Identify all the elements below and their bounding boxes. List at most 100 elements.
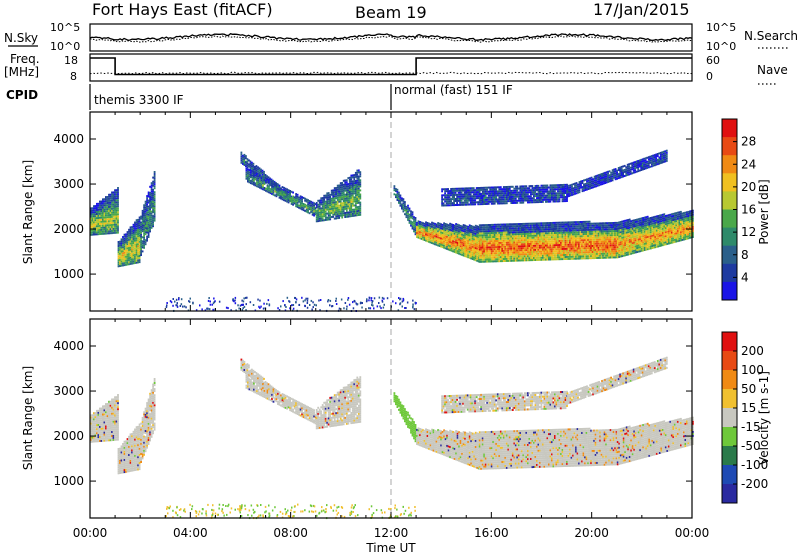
heatmap-cell [138,236,141,239]
heatmap-cell [431,231,433,234]
heatmap-cell [268,179,270,182]
heatmap-cell [348,197,351,200]
heatmap-cell [268,185,270,188]
heatmap-cell [537,242,540,245]
heatmap-cell [467,252,470,255]
heatmap-cell [569,221,571,224]
heatmap-cell [523,226,526,229]
heatmap-cell [269,192,272,195]
heatmap-cell [115,201,118,204]
heatmap-cell [530,257,532,260]
heatmap-cell [91,229,94,232]
heatmap-cell [119,260,121,263]
heatmap-cell [96,221,98,224]
heatmap-cell [342,196,345,198]
heatmap-cell [545,234,547,237]
heatmap-cell [516,259,519,262]
heatmap-cell [132,231,135,234]
heatmap-cell [443,242,445,245]
heatmap-cell [125,243,127,246]
heatmap-cell [447,238,450,241]
heatmap-cell [455,225,457,228]
heatmap-cell [557,256,559,259]
heatmap-cell [138,230,141,233]
heatmap-cell [266,175,268,178]
heatmap-cell [455,227,457,230]
heatmap-cell [520,239,523,242]
heatmap-cell [339,202,342,205]
heatmap-cell [402,204,405,207]
heatmap-cell [492,250,495,253]
heatmap-cell [344,197,347,200]
heatmap-cell [566,255,568,258]
heatmap-cell [350,192,353,195]
heatmap-cell [578,239,580,242]
heatmap-cell [493,252,496,255]
freq-label-2: [MHz] [4,65,39,79]
heatmap-cell [251,161,253,164]
heatmap-cell [147,219,150,222]
heatmap-cell [350,209,353,211]
heatmap-cell [336,217,339,220]
heatmap-cell [295,193,297,196]
heatmap-cell [593,222,595,225]
heatmap-cell [108,230,110,233]
heatmap-cell [410,220,412,223]
heatmap-cell [511,227,514,230]
heatmap-cell [345,191,348,194]
heatmap-cell [489,252,492,255]
heatmap-cell [323,202,326,205]
heatmap-cell [527,257,529,260]
heatmap-cell [146,217,148,220]
heatmap-cell [531,222,534,225]
heatmap-cell [560,231,562,234]
heatmap-cell [528,245,531,247]
heatmap-cell [338,216,341,219]
heatmap-cell [530,238,532,241]
heatmap-cell [441,242,444,245]
heatmap-cell [245,169,248,172]
heatmap-cell [317,216,320,218]
heatmap-cell [520,235,523,238]
heatmap-cell [431,235,433,238]
heatmap-cell [588,234,591,237]
heatmap-cell [467,229,470,232]
heatmap-cell [423,230,426,233]
heatmap-cell [152,190,154,193]
heatmap-cell [444,225,447,227]
heatmap-cell [408,213,411,216]
heatmap-cell [588,251,591,254]
heatmap-cell [498,229,501,232]
heatmap-cell [558,235,561,238]
heatmap-cell [495,246,498,249]
heatmap-cell [459,229,462,231]
heatmap-cell [443,236,445,239]
heatmap-cell [117,207,119,210]
freq-label-1: Freq. [10,52,40,66]
heatmap-cell [449,241,451,243]
heatmap-cell [498,241,501,244]
heatmap-cell [404,207,406,210]
heatmap-cell [408,221,411,224]
heatmap-cell [440,245,442,248]
heatmap-cell [510,239,513,242]
heatmap-cell [458,248,460,251]
heatmap-cell [437,244,439,247]
heatmap-cell [299,207,302,210]
heatmap-cell [153,183,156,186]
heatmap-cell [140,243,142,246]
heatmap-cell [606,240,609,243]
heatmap-cell [248,159,250,162]
heatmap-cell [359,203,362,206]
heatmap-cell [555,258,558,261]
heatmap-cell [434,231,436,233]
heatmap-cell [246,158,249,161]
heatmap-cell [530,244,532,247]
heatmap-cell [115,231,118,234]
heatmap-cell [117,221,119,224]
heatmap-cell [536,258,538,261]
heatmap-cell [249,162,252,165]
heatmap-cell [260,187,263,190]
heatmap-cell [525,226,528,229]
heatmap-cell [537,232,540,235]
